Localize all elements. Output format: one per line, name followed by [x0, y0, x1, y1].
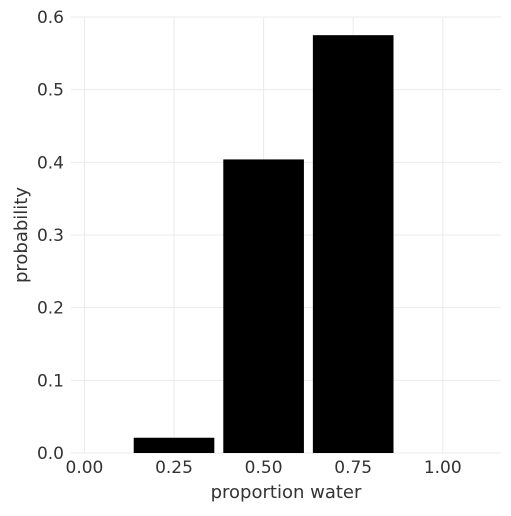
x-tick-label: 0.00 — [66, 458, 104, 478]
y-tick-label: 0.3 — [37, 226, 64, 246]
y-tick-label: 0.6 — [37, 8, 64, 28]
x-tick-label: 0.75 — [334, 458, 372, 478]
x-tick-labels: 0.00 0.25 0.50 0.75 1.00 — [66, 458, 462, 478]
bar-0.25 — [133, 437, 215, 453]
y-tick-label: 0.2 — [37, 299, 64, 319]
y-tick-labels: 0.0 0.1 0.2 0.3 0.4 0.5 0.6 — [37, 8, 64, 464]
bar-0.50 — [223, 159, 304, 453]
x-tick-label: 1.00 — [424, 458, 462, 478]
y-tick-label: 0.5 — [37, 81, 64, 101]
x-tick-label: 0.25 — [155, 458, 193, 478]
y-tick-label: 0.4 — [37, 153, 64, 173]
y-axis-title: probability — [11, 187, 32, 283]
bar-0.75 — [312, 35, 394, 454]
x-axis-title: proportion water — [211, 482, 362, 503]
y-tick-label: 0.0 — [37, 444, 64, 464]
bars — [133, 35, 394, 454]
y-tick-label: 0.1 — [37, 371, 64, 391]
x-tick-label: 0.50 — [245, 458, 283, 478]
